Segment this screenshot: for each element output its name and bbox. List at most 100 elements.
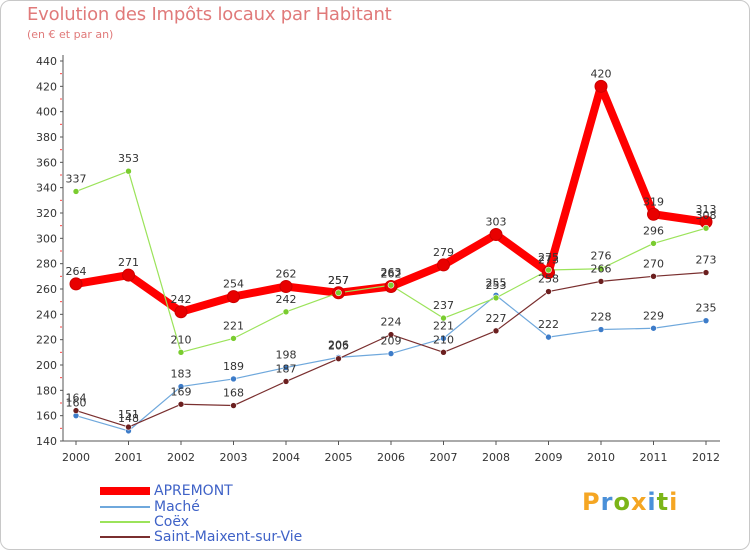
- data-point-0: [122, 268, 135, 282]
- data-label-1: 209: [381, 335, 402, 348]
- data-label-3: 210: [433, 333, 454, 346]
- y-tick-label: 180: [36, 384, 57, 397]
- data-point-2: [545, 266, 552, 274]
- logo-letter: i: [647, 488, 657, 516]
- data-point-3: [335, 355, 342, 362]
- data-label-0: 262: [381, 267, 402, 280]
- data-label-0: 420: [591, 67, 612, 80]
- legend-swatch-apremont: [100, 487, 150, 495]
- data-point-0: [647, 207, 660, 221]
- data-label-1: 221: [433, 319, 454, 332]
- data-label-2: 263: [381, 266, 402, 279]
- data-point-1: [597, 326, 605, 333]
- data-label-0: 303: [486, 216, 507, 229]
- data-label-3: 270: [643, 257, 664, 270]
- data-label-3: 164: [66, 392, 87, 405]
- legend-item-apremont: APREMONT: [100, 483, 400, 499]
- data-label-0: 257: [328, 274, 349, 287]
- data-label-3: 187: [276, 362, 297, 375]
- data-label-3: 151: [118, 408, 139, 421]
- data-label-2: 257: [328, 274, 349, 287]
- data-label-2: 353: [118, 152, 139, 165]
- data-point-2: [335, 289, 342, 297]
- data-label-2: 221: [223, 319, 244, 332]
- x-tick-label: 2003: [220, 451, 248, 464]
- data-label-3: 266: [591, 262, 612, 275]
- data-point-1: [440, 335, 447, 342]
- data-label-1: 255: [486, 276, 507, 289]
- logo-letter: P: [582, 488, 601, 516]
- data-point-0: [594, 79, 608, 93]
- y-tick-label: 260: [36, 283, 57, 296]
- data-point-1: [387, 350, 395, 357]
- data-label-3: 273: [696, 254, 717, 267]
- chart-subtitle: (en € et par an): [27, 28, 114, 41]
- data-point-1: [545, 333, 552, 341]
- y-tick-label: 160: [36, 410, 57, 423]
- x-tick-label: 2001: [115, 451, 143, 464]
- data-label-3: 169: [171, 385, 192, 398]
- data-point-3: [440, 349, 447, 356]
- data-point-2: [387, 281, 395, 289]
- data-point-1: [282, 364, 290, 371]
- data-point-2: [650, 240, 657, 247]
- data-label-3: 224: [381, 316, 402, 329]
- data-point-1: [230, 375, 237, 383]
- x-tick-label: 2004: [272, 451, 300, 464]
- data-point-2: [177, 349, 185, 356]
- x-tick-label: 2002: [167, 451, 195, 464]
- data-point-0: [279, 279, 293, 293]
- y-tick-label: 400: [36, 106, 57, 119]
- data-point-2: [72, 188, 80, 195]
- legend-swatch-mache: [100, 506, 150, 508]
- data-label-2: 210: [171, 333, 192, 346]
- y-tick-label: 420: [36, 80, 57, 93]
- y-tick-label: 340: [36, 182, 57, 195]
- x-tick-label: 2010: [587, 451, 615, 464]
- data-label-0: 319: [643, 195, 664, 208]
- data-point-3: [702, 269, 710, 276]
- y-tick-label: 240: [36, 308, 57, 321]
- y-tick-label: 220: [36, 334, 57, 347]
- y-tick-label: 280: [36, 258, 57, 271]
- data-label-3: 205: [328, 340, 349, 353]
- data-point-2: [597, 265, 605, 273]
- data-point-0: [69, 277, 83, 291]
- legend-item-saint-maixent: Saint-Maixent-sur-Vie: [100, 529, 400, 545]
- data-label-1: 235: [696, 302, 717, 315]
- data-label-2: 253: [486, 279, 507, 292]
- data-point-3: [545, 288, 552, 295]
- data-point-3: [492, 327, 500, 335]
- data-label-0: 279: [433, 246, 454, 259]
- data-label-1: 189: [223, 360, 244, 373]
- data-label-0: 264: [66, 265, 87, 278]
- data-label-2: 337: [66, 172, 87, 185]
- data-point-2: [440, 314, 447, 322]
- data-label-1: 183: [171, 368, 192, 381]
- data-label-2: 296: [643, 224, 664, 237]
- x-tick-label: 2007: [430, 451, 458, 464]
- y-tick-label: 380: [36, 131, 57, 144]
- data-label-0: 273: [538, 254, 559, 267]
- data-point-1: [650, 324, 657, 332]
- y-tick-label: 440: [36, 55, 57, 68]
- y-tick-label: 200: [36, 359, 57, 372]
- x-tick-label: 2009: [535, 451, 563, 464]
- data-label-1: 206: [328, 338, 349, 351]
- y-tick-label: 320: [36, 207, 57, 220]
- data-label-1: 228: [591, 311, 612, 324]
- logo-letter: r: [600, 488, 614, 516]
- data-label-2: 275: [538, 251, 559, 264]
- data-point-1: [177, 383, 185, 390]
- x-tick-label: 2012: [692, 451, 720, 464]
- data-label-0: 313: [696, 203, 717, 216]
- data-point-3: [230, 402, 237, 409]
- data-label-0: 271: [118, 256, 139, 269]
- data-point-0: [437, 258, 450, 272]
- data-label-1: 229: [643, 309, 664, 322]
- legend-label-coex: Coëx: [154, 514, 189, 530]
- data-point-3: [650, 273, 657, 280]
- legend-item-coex: Coëx: [100, 514, 400, 530]
- data-label-2: 308: [696, 209, 717, 222]
